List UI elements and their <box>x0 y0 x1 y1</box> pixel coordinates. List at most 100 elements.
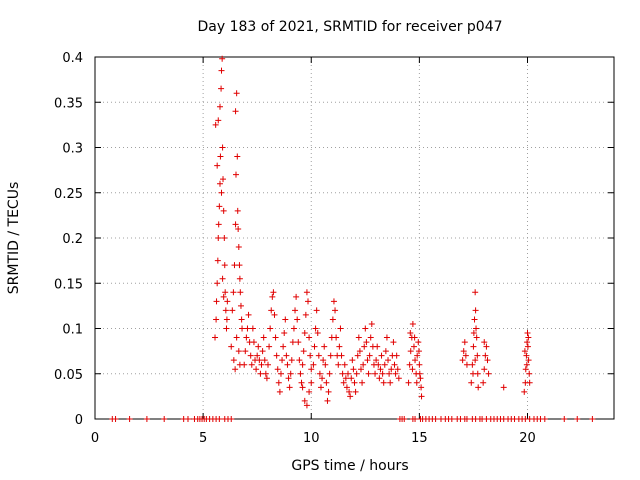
data-point <box>220 207 227 214</box>
data-point <box>289 339 296 346</box>
data-point <box>259 348 266 355</box>
data-point <box>366 352 373 359</box>
data-point <box>524 330 531 337</box>
data-point <box>292 307 299 314</box>
data-point <box>307 352 314 359</box>
data-point <box>247 352 254 359</box>
data-point <box>313 307 320 314</box>
data-point <box>302 311 309 318</box>
data-point <box>216 103 223 110</box>
data-point <box>284 361 291 368</box>
data-point <box>301 330 308 337</box>
data-point <box>281 330 288 337</box>
data-point <box>266 343 273 350</box>
data-point <box>228 416 235 422</box>
data-point <box>339 370 346 377</box>
data-point <box>308 379 315 386</box>
data-point <box>216 416 223 422</box>
data-point <box>315 352 322 359</box>
data-point <box>285 375 292 382</box>
data-point <box>293 293 300 300</box>
data-point <box>262 370 269 377</box>
data-point <box>245 311 252 318</box>
data-point <box>462 352 469 359</box>
data-point <box>248 361 255 368</box>
data-point <box>407 330 414 337</box>
data-point <box>463 361 470 368</box>
data-point <box>222 307 229 314</box>
data-point <box>112 416 119 422</box>
data-point <box>321 343 328 350</box>
data-point <box>271 311 278 318</box>
data-point <box>356 348 363 355</box>
data-point <box>541 416 548 422</box>
data-point <box>233 334 240 341</box>
data-point <box>470 330 477 337</box>
data-point <box>377 366 384 373</box>
data-point <box>215 117 222 124</box>
data-point <box>330 298 337 305</box>
data-point <box>221 235 228 241</box>
data-point <box>338 352 345 359</box>
data-point <box>243 334 250 341</box>
data-point <box>286 384 293 391</box>
data-point <box>353 370 360 377</box>
data-point <box>216 203 223 210</box>
data-point <box>267 325 274 332</box>
data-point <box>374 343 381 350</box>
data-point <box>394 366 401 373</box>
data-point <box>459 357 466 364</box>
data-point <box>299 361 306 368</box>
data-point <box>232 171 239 178</box>
data-point <box>305 298 312 305</box>
data-point <box>316 370 323 377</box>
data-point <box>287 370 294 377</box>
data-point <box>409 320 416 327</box>
data-point <box>219 144 226 151</box>
data-point <box>215 235 222 241</box>
data-point <box>230 289 237 296</box>
data-point <box>526 379 533 386</box>
data-point <box>352 388 359 395</box>
data-point <box>276 388 283 395</box>
data-point <box>219 275 226 282</box>
data-point <box>382 348 389 355</box>
data-point <box>218 189 225 196</box>
data-point <box>524 339 531 346</box>
data-point <box>306 334 313 341</box>
data-point <box>234 153 241 160</box>
data-point <box>275 379 282 386</box>
data-point <box>386 370 393 377</box>
data-point <box>236 262 243 269</box>
data-point <box>360 361 367 368</box>
data-point <box>463 416 470 422</box>
data-point <box>326 370 333 377</box>
data-point <box>308 366 315 373</box>
data-point <box>472 357 479 364</box>
data-point <box>412 357 419 364</box>
x-tick-label: 20 <box>519 431 536 446</box>
data-point <box>470 343 477 350</box>
data-point <box>280 343 287 350</box>
data-point <box>574 416 581 422</box>
data-point <box>312 325 319 332</box>
data-point <box>311 343 318 350</box>
data-point <box>329 316 336 323</box>
y-tick-label: 0.2 <box>62 232 83 247</box>
data-point <box>306 388 313 395</box>
data-point <box>525 357 532 364</box>
data-point <box>235 348 242 355</box>
data-point <box>521 348 528 355</box>
data-point <box>390 339 397 346</box>
data-point <box>500 384 507 391</box>
data-point <box>221 262 228 269</box>
data-point <box>216 180 223 187</box>
data-point <box>471 316 478 323</box>
data-point <box>260 334 267 341</box>
data-point <box>274 366 281 373</box>
data-point <box>184 416 191 422</box>
data-point <box>255 343 262 350</box>
data-point <box>393 352 400 359</box>
data-point <box>470 370 477 377</box>
data-point <box>325 388 332 395</box>
